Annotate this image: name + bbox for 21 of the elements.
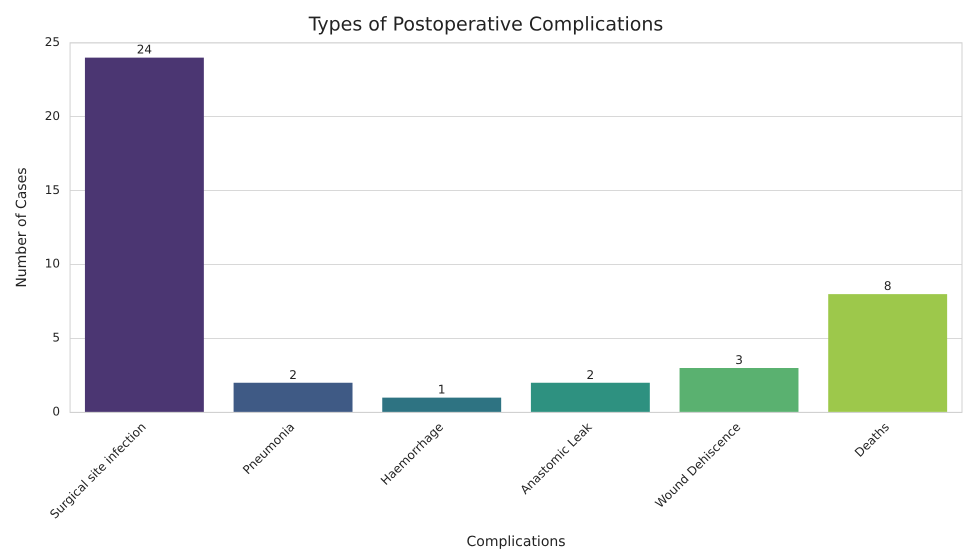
data-label: 8 — [884, 279, 892, 294]
x-axis-title: Complications — [466, 534, 566, 550]
y-tick-label: 20 — [44, 108, 60, 123]
data-label: 24 — [136, 42, 152, 57]
bar — [382, 398, 502, 412]
bar — [234, 382, 353, 412]
data-label: 3 — [735, 353, 743, 368]
y-tick-label: 10 — [44, 256, 60, 271]
y-tick-label: 15 — [44, 182, 60, 197]
y-axis-title: Number of Cases — [14, 167, 30, 288]
y-tick-label: 25 — [44, 34, 60, 49]
data-label: 2 — [289, 368, 297, 382]
data-label: 1 — [438, 382, 446, 397]
bar — [680, 368, 798, 412]
y-tick-label: 0 — [52, 404, 60, 418]
bar — [828, 294, 948, 412]
data-label: 2 — [586, 368, 594, 382]
chart-title: Types of Postoperative Complications — [308, 13, 664, 36]
bar — [84, 58, 204, 412]
y-tick-label: 5 — [52, 330, 60, 345]
bar — [530, 382, 650, 412]
